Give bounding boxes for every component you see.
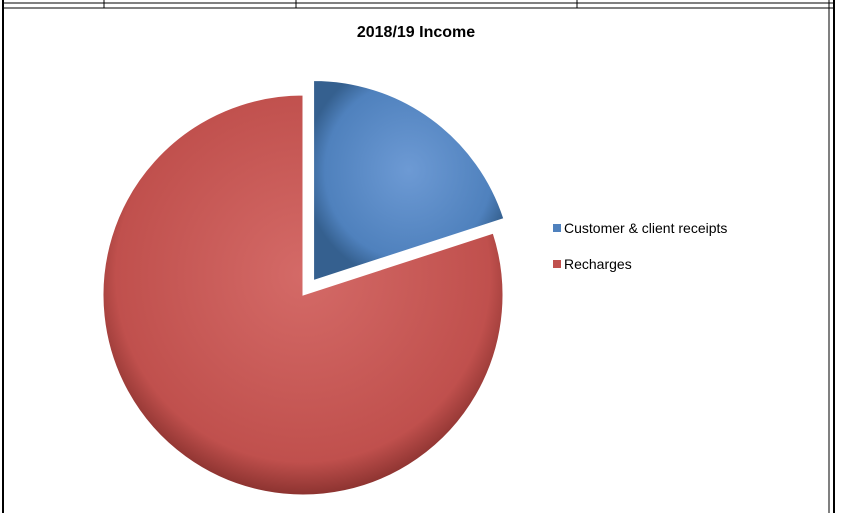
pie-slice-recharges <box>102 94 504 496</box>
legend-label: Customer & client receipts <box>564 220 728 236</box>
pie-slice-customer-client-receipts <box>313 79 505 282</box>
legend-swatch-red <box>553 260 561 268</box>
pie-slices <box>102 79 505 496</box>
legend-item-recharges: Recharges <box>553 255 727 273</box>
legend-swatch-blue <box>553 224 561 232</box>
chart-title: 2018/19 Income <box>357 24 475 41</box>
legend-label: Recharges <box>564 256 632 272</box>
legend: Customer & client receipts Recharges <box>553 219 727 291</box>
legend-item-customer-client-receipts: Customer & client receipts <box>553 219 727 237</box>
